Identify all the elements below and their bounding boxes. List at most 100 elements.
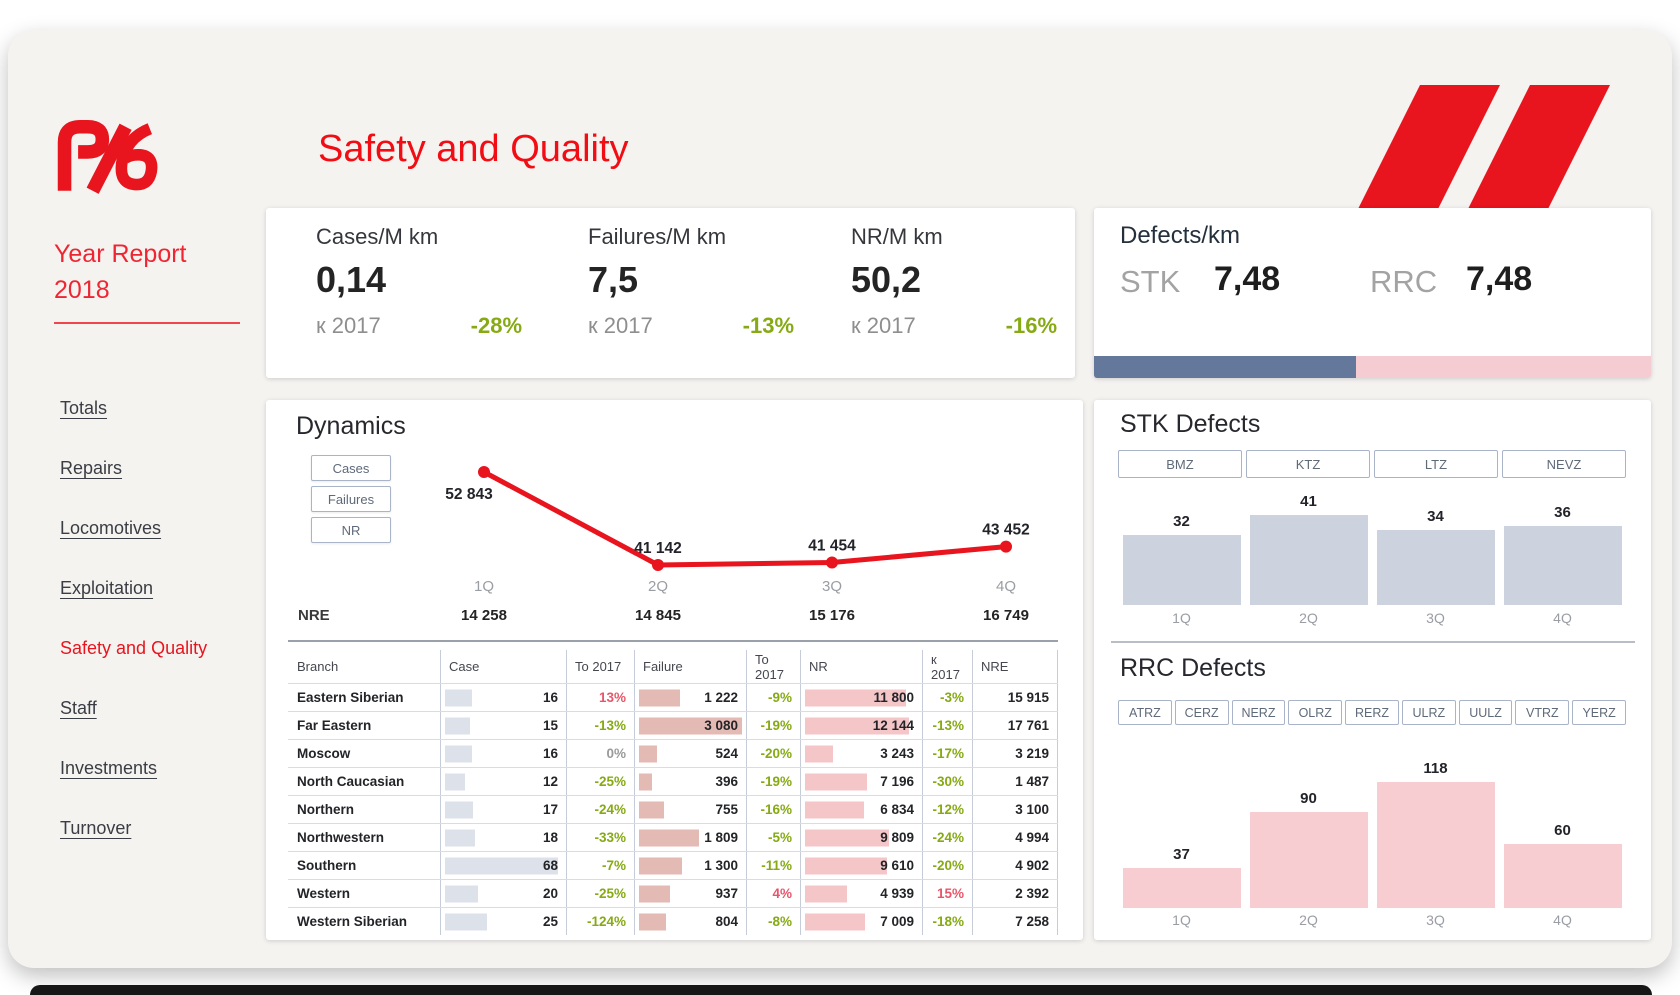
kpi-delta: -13% bbox=[742, 313, 794, 338]
bar-column-3q: 34 bbox=[1372, 485, 1499, 605]
case-cell: 15 bbox=[441, 712, 567, 739]
rrc-filter-ulrz[interactable]: ULRZ bbox=[1401, 700, 1456, 725]
window-edge-decoration bbox=[30, 985, 1652, 995]
bar bbox=[1376, 782, 1495, 908]
defects-split-bar bbox=[1094, 356, 1651, 378]
nre-cell: 17 761 bbox=[973, 712, 1058, 739]
failure-value: 937 bbox=[715, 886, 738, 901]
nre-value: 15 176 bbox=[809, 607, 855, 624]
case-value: 12 bbox=[542, 774, 558, 789]
case-value: 68 bbox=[542, 858, 558, 873]
table-row-western-siberian: Western Siberian 25 -124% 804 -8% 7 009 -18% 7 … bbox=[288, 907, 1058, 935]
nr-databar bbox=[805, 913, 865, 930]
report-title: Year Report 2018 bbox=[54, 236, 187, 308]
defects-bar-rrc-segment bbox=[1355, 356, 1651, 378]
report-title-line2: 2018 bbox=[54, 276, 110, 304]
nr-value: 9 809 bbox=[880, 830, 914, 845]
defects-card: Defects/km STK 7,48 RRC 7,48 bbox=[1094, 208, 1651, 378]
bar bbox=[1249, 812, 1368, 908]
nre-cell: 3 219 bbox=[973, 740, 1058, 767]
nr-cell: 9 809 bbox=[801, 824, 923, 851]
failure-delta-cell: -19% bbox=[747, 712, 801, 739]
failure-value: 755 bbox=[715, 802, 738, 817]
failure-delta-cell: -9% bbox=[747, 684, 801, 711]
stk-axis-labels: 1Q 2Q 3Q 4Q bbox=[1118, 610, 1626, 626]
branch-cell: Moscow bbox=[288, 740, 441, 767]
case-cell: 18 bbox=[441, 824, 567, 851]
stk-filter-bmz[interactable]: BMZ bbox=[1118, 450, 1242, 478]
defects-metric-label-stk: STK bbox=[1120, 264, 1181, 299]
axis-label-2q: 2Q bbox=[1299, 610, 1318, 626]
page-title: Safety and Quality bbox=[318, 128, 629, 170]
table-row-southern: Southern 68 -7% 1 300 -11% 9 610 -20% 4 902 bbox=[288, 851, 1058, 879]
report-panel: Year Report 2018 Totals Repairs Locomotive… bbox=[8, 30, 1672, 968]
rrc-filter-yerz[interactable]: YERZ bbox=[1572, 700, 1627, 725]
brand-stripes-icon bbox=[1358, 85, 1610, 209]
rrc-filter-rerz[interactable]: RERZ bbox=[1345, 700, 1399, 725]
case-delta-cell: -33% bbox=[567, 824, 635, 851]
sidebar-item-staff[interactable]: Staff bbox=[60, 698, 97, 718]
sidebar-item-exploitation[interactable]: Exploitation bbox=[60, 578, 154, 598]
branch-cell: Northwestern bbox=[288, 824, 441, 851]
rrc-filter-cerz[interactable]: CERZ bbox=[1174, 700, 1229, 725]
bar-column-2q: 90 bbox=[1245, 758, 1372, 908]
failure-delta-cell: -8% bbox=[747, 908, 801, 935]
rrc-filter-olrz[interactable]: OLRZ bbox=[1288, 700, 1343, 725]
stk-filter-ltz[interactable]: LTZ bbox=[1374, 450, 1498, 478]
rrc-filter-uulz[interactable]: UULZ bbox=[1458, 700, 1513, 725]
case-value: 17 bbox=[542, 802, 558, 817]
kpi-value: 0,14 bbox=[316, 259, 387, 300]
nr-databar bbox=[805, 829, 889, 846]
failure-value: 1 300 bbox=[704, 858, 738, 873]
kpi-value: 7,5 bbox=[588, 259, 639, 300]
axis-label-3q: 3Q bbox=[1426, 912, 1445, 928]
case-cell: 17 bbox=[441, 796, 567, 823]
nr-delta-cell: -18% bbox=[923, 908, 973, 935]
nr-delta-cell: -3% bbox=[923, 684, 973, 711]
data-label: 41 142 bbox=[634, 540, 681, 557]
sidebar-item-locomotives[interactable]: Locomotives bbox=[60, 518, 162, 538]
failure-value: 804 bbox=[715, 914, 738, 929]
sidebar-item-totals[interactable]: Totals bbox=[60, 398, 108, 418]
sidebar-item-investments[interactable]: Investments bbox=[60, 758, 158, 778]
dynamics-axis-label-4q: 4Q bbox=[995, 578, 1016, 595]
kpi-card: Cases/M km 0,14 к 2017 -28% Failures/M km 7,5… bbox=[266, 208, 1075, 378]
case-delta-cell: 13% bbox=[567, 684, 635, 711]
kpi-baseline-label: к 2017 bbox=[588, 313, 653, 338]
sidebar-item-turnover[interactable]: Turnover bbox=[60, 818, 132, 838]
case-cell: 16 bbox=[441, 684, 567, 711]
nr-cell: 3 243 bbox=[801, 740, 923, 767]
rrc-defects-title: RRC Defects bbox=[1120, 654, 1266, 682]
dynamics-filter-cases[interactable]: Cases bbox=[311, 455, 391, 481]
nr-delta-cell: -17% bbox=[923, 740, 973, 767]
nre-cell: 7 258 bbox=[973, 908, 1058, 935]
dynamics-filter-failures[interactable]: Failures bbox=[311, 486, 391, 512]
bar-column-1q: 32 bbox=[1118, 485, 1245, 605]
rrc-filter-atrz[interactable]: ATRZ bbox=[1118, 700, 1172, 725]
nre-cell: 15 915 bbox=[973, 684, 1058, 711]
stk-filter-ktz[interactable]: KTZ bbox=[1246, 450, 1370, 478]
rrc-filter-vtrz[interactable]: VTRZ bbox=[1515, 700, 1570, 725]
data-point bbox=[826, 556, 838, 569]
dynamics-filter-nr[interactable]: NR bbox=[311, 517, 391, 543]
kpi-nr-m-km: NR/M km 50,2 к 2017 -16% bbox=[851, 224, 1063, 339]
kpi-delta: -28% bbox=[470, 313, 522, 338]
sidebar-item-repairs[interactable]: Repairs bbox=[60, 458, 123, 478]
dynamics-axis-label-2q: 2Q bbox=[647, 578, 668, 595]
failure-delta-cell: 4% bbox=[747, 880, 801, 907]
rrc-filter-nerz[interactable]: NERZ bbox=[1231, 700, 1286, 725]
bar-column-3q: 118 bbox=[1372, 758, 1499, 908]
stk-filter-nevz[interactable]: NEVZ bbox=[1502, 450, 1626, 478]
nre-cell: 4 902 bbox=[973, 852, 1058, 879]
table-header-cell-nre: NRE bbox=[973, 650, 1058, 683]
nr-databar bbox=[805, 885, 847, 902]
kpi-value: 50,2 bbox=[851, 259, 922, 300]
dynamics-filter-buttons: Cases Failures NR bbox=[311, 455, 391, 548]
sidebar-item-safety-and-quality[interactable]: Safety and Quality bbox=[60, 638, 208, 658]
nr-databar bbox=[805, 689, 906, 706]
failure-cell: 3 080 bbox=[635, 712, 747, 739]
nre-value: 14 845 bbox=[635, 607, 681, 624]
branch-cell: Eastern Siberian bbox=[288, 684, 441, 711]
data-label: 43 452 bbox=[982, 522, 1029, 539]
